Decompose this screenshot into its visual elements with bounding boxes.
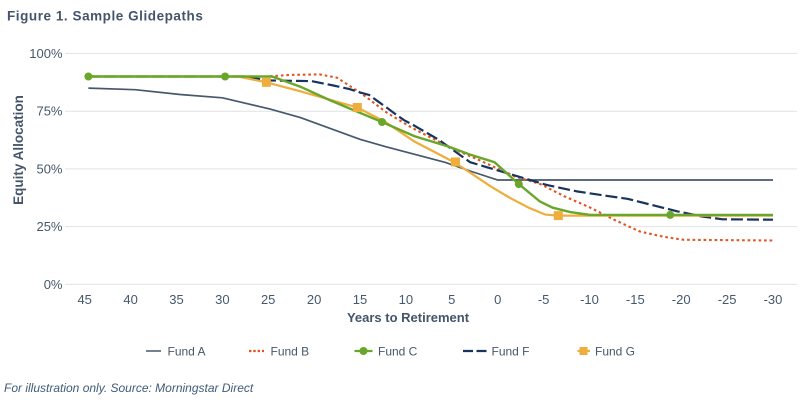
svg-text:25%: 25% bbox=[36, 219, 62, 234]
svg-text:10: 10 bbox=[399, 292, 413, 307]
svg-text:0: 0 bbox=[494, 292, 501, 307]
svg-text:35: 35 bbox=[169, 292, 183, 307]
svg-text:75%: 75% bbox=[36, 104, 62, 119]
svg-text:Fund G: Fund G bbox=[595, 345, 635, 359]
svg-text:Years to Retirement: Years to Retirement bbox=[347, 310, 470, 325]
svg-text:Fund B: Fund B bbox=[271, 345, 310, 359]
svg-text:Figure 1. Sample Glidepaths: Figure 1. Sample Glidepaths bbox=[7, 9, 203, 24]
svg-text:45: 45 bbox=[77, 292, 91, 307]
svg-text:0%: 0% bbox=[44, 277, 63, 292]
svg-text:Fund C: Fund C bbox=[378, 345, 418, 359]
svg-text:-20: -20 bbox=[672, 292, 691, 307]
svg-text:25: 25 bbox=[261, 292, 275, 307]
svg-text:15: 15 bbox=[353, 292, 367, 307]
svg-text:20: 20 bbox=[307, 292, 321, 307]
svg-text:-30: -30 bbox=[764, 292, 783, 307]
svg-text:100%: 100% bbox=[29, 46, 63, 61]
svg-text:-5: -5 bbox=[538, 292, 550, 307]
svg-text:Fund F: Fund F bbox=[492, 345, 530, 359]
svg-text:For illustration only. Source:: For illustration only. Source: Morningst… bbox=[4, 381, 254, 395]
svg-text:5: 5 bbox=[448, 292, 455, 307]
svg-text:30: 30 bbox=[215, 292, 229, 307]
svg-text:-15: -15 bbox=[626, 292, 645, 307]
svg-text:50%: 50% bbox=[36, 161, 62, 176]
svg-text:Fund A: Fund A bbox=[168, 345, 206, 359]
svg-text:Equity Allocation: Equity Allocation bbox=[11, 95, 26, 205]
svg-text:-10: -10 bbox=[580, 292, 599, 307]
svg-text:40: 40 bbox=[123, 292, 137, 307]
svg-text:-25: -25 bbox=[718, 292, 737, 307]
